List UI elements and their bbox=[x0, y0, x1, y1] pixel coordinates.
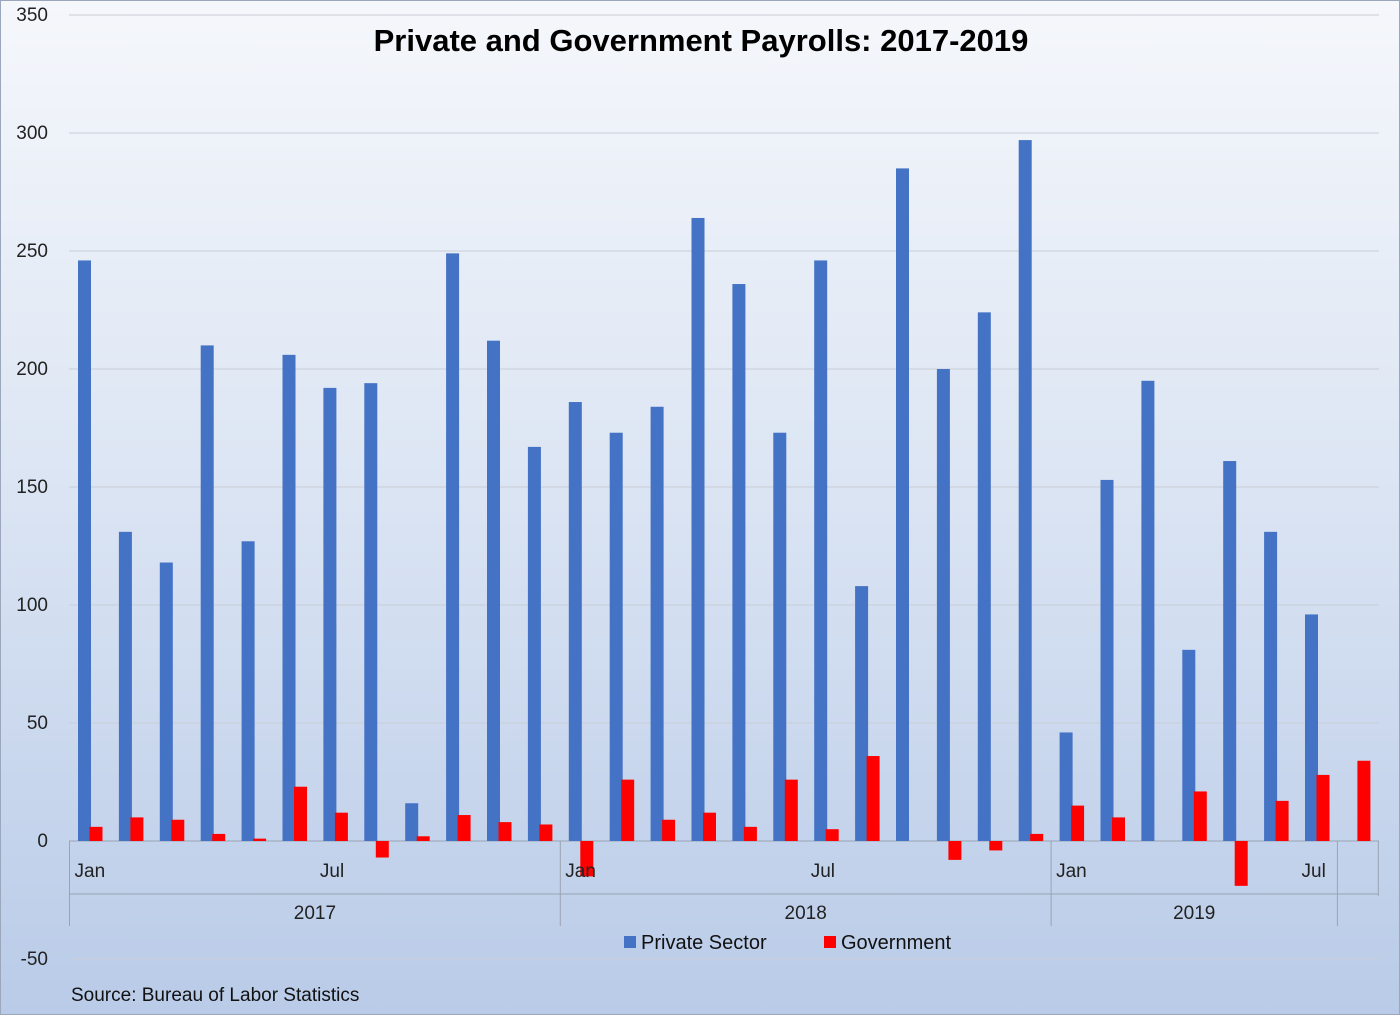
bar-private-sector bbox=[405, 803, 419, 841]
bar-private-sector bbox=[1018, 140, 1032, 841]
bar-government bbox=[989, 841, 1003, 851]
year-label: 2017 bbox=[294, 903, 336, 924]
y-tick-label: 300 bbox=[16, 123, 48, 144]
month-tick-label: Jan bbox=[1056, 861, 1087, 882]
bar-private-sector bbox=[568, 402, 582, 841]
bar-private-sector bbox=[78, 260, 91, 841]
bar-private-sector bbox=[364, 383, 378, 841]
bar-private-sector bbox=[773, 432, 787, 841]
bar-private-sector bbox=[1223, 461, 1237, 841]
y-tick-label: 50 bbox=[27, 713, 48, 734]
bar-government bbox=[621, 779, 635, 841]
bar-government bbox=[212, 833, 226, 841]
bar-private-sector bbox=[282, 354, 296, 841]
bar-government bbox=[1071, 805, 1085, 841]
bar-government bbox=[89, 826, 103, 841]
bar-private-sector bbox=[200, 345, 214, 841]
bar-government bbox=[1316, 774, 1330, 841]
legend-label-private: Private Sector bbox=[641, 932, 767, 954]
y-tick-label: 0 bbox=[37, 831, 48, 852]
bar-private-sector bbox=[527, 446, 541, 841]
y-axis: -50 0 50 100 150 200 250 300 350 bbox=[16, 5, 48, 970]
y-tick-label: 100 bbox=[16, 595, 48, 616]
bar-government bbox=[1193, 791, 1207, 841]
bar-private-sector bbox=[487, 340, 500, 841]
bar-private-sector bbox=[814, 260, 828, 841]
y-tick-label: 250 bbox=[16, 241, 48, 262]
bar-private-sector bbox=[650, 406, 664, 841]
bar-private-sector bbox=[241, 541, 255, 841]
bar-government bbox=[662, 819, 676, 841]
bar-private-sector bbox=[732, 284, 746, 841]
bar-government bbox=[457, 815, 471, 841]
month-tick-label: Jul bbox=[811, 861, 835, 882]
bar-government bbox=[784, 779, 798, 841]
bar-private-sector bbox=[936, 369, 950, 841]
x-axis: 2017 2018 2019 Jan Jul Jan Jul Jan Jul bbox=[69, 841, 1379, 926]
y-tick-label: -50 bbox=[21, 949, 48, 970]
bar-private-sector bbox=[446, 253, 460, 842]
bar-private-sector bbox=[1182, 649, 1196, 841]
bar-government bbox=[703, 812, 716, 841]
month-tick-label: Jan bbox=[75, 861, 106, 882]
bar-government bbox=[1275, 800, 1289, 841]
bar-private-sector bbox=[1264, 531, 1278, 841]
bar-government bbox=[1112, 817, 1125, 841]
bar-government bbox=[825, 829, 839, 841]
bar-government bbox=[1030, 833, 1044, 841]
chart-title: Private and Government Payrolls: 2017-20… bbox=[374, 23, 1029, 58]
bar-private-sector bbox=[977, 312, 991, 841]
bar-private-sector bbox=[1100, 479, 1114, 841]
bar-private-sector bbox=[855, 586, 869, 841]
year-label: 2018 bbox=[785, 903, 827, 924]
bar-private-sector bbox=[691, 217, 705, 841]
year-label: 2019 bbox=[1173, 903, 1215, 924]
bar-government bbox=[253, 838, 267, 841]
source-note: Source: Bureau of Labor Statistics bbox=[71, 985, 359, 1006]
month-tick-label: Jul bbox=[320, 861, 344, 882]
bar-government bbox=[539, 824, 553, 841]
month-tick-label: Jul bbox=[1302, 861, 1326, 882]
legend-swatch-private bbox=[624, 936, 636, 948]
legend-label-government: Government bbox=[841, 932, 951, 954]
bars bbox=[78, 140, 1371, 886]
bar-government bbox=[334, 812, 348, 841]
y-tick-label: 150 bbox=[16, 477, 48, 498]
bar-government bbox=[948, 841, 962, 860]
legend: Private Sector Government bbox=[624, 932, 951, 954]
bar-government bbox=[294, 786, 307, 841]
bar-government bbox=[1234, 841, 1248, 886]
bar-government bbox=[1357, 760, 1371, 841]
bar-government bbox=[130, 817, 144, 841]
y-tick-label: 200 bbox=[16, 359, 48, 380]
bar-private-sector bbox=[323, 387, 337, 841]
bar-government bbox=[580, 841, 594, 877]
legend-swatch-government bbox=[824, 936, 836, 948]
bar-private-sector bbox=[896, 168, 909, 841]
y-tick-label: 350 bbox=[16, 5, 48, 26]
bar-private-sector bbox=[1059, 732, 1073, 841]
bar-government bbox=[498, 822, 512, 841]
bar-government bbox=[743, 826, 757, 841]
month-tick-label: Jan bbox=[565, 861, 596, 882]
bar-government bbox=[171, 819, 185, 841]
bar-private-sector bbox=[159, 562, 173, 841]
bar-government bbox=[866, 756, 880, 841]
bar-private-sector bbox=[1305, 614, 1318, 841]
bar-private-sector bbox=[118, 531, 132, 841]
bar-government bbox=[375, 841, 389, 858]
bar-private-sector bbox=[609, 432, 623, 841]
bar-government bbox=[416, 836, 430, 841]
bar-private-sector bbox=[1141, 380, 1155, 841]
